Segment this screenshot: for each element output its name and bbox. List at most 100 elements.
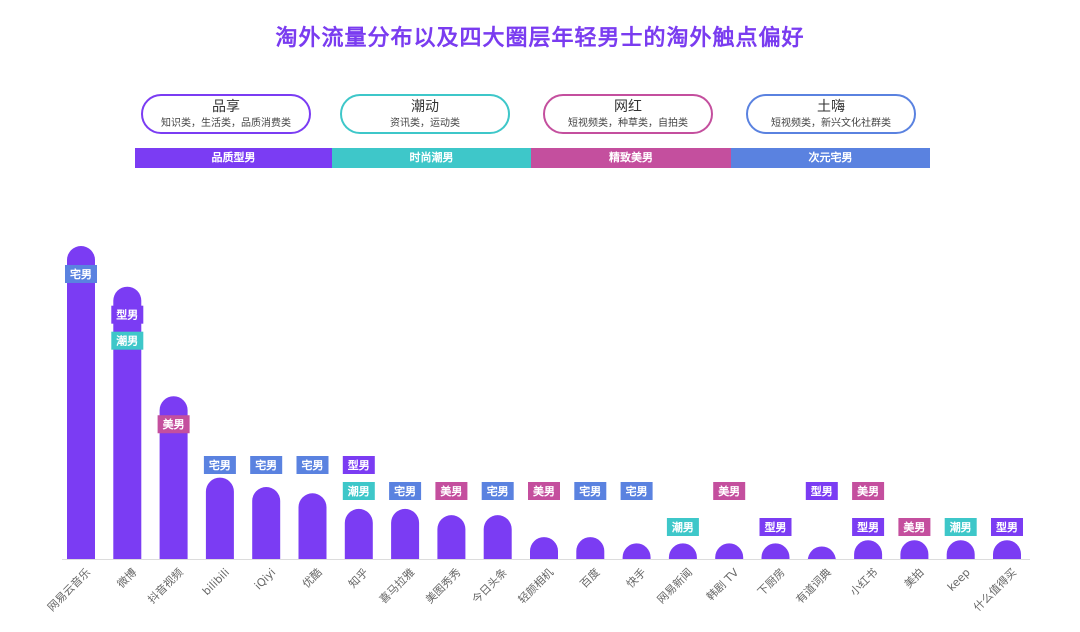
group-pill-chaodong: 潮动 资讯类，运动类 bbox=[340, 94, 510, 134]
bar bbox=[761, 543, 790, 559]
x-tick-label: keep bbox=[945, 566, 973, 594]
bar-tag-label: 美男 bbox=[718, 484, 740, 498]
bar-tag: 宅男 bbox=[481, 482, 514, 500]
x-tick-label: 微博 bbox=[114, 565, 139, 590]
bar-tag: 型男 bbox=[852, 518, 885, 536]
bar bbox=[854, 540, 883, 559]
bar-tag: 型男 bbox=[111, 305, 144, 324]
bar-tag-bg bbox=[991, 518, 1023, 536]
group-name: 土嗨 bbox=[817, 99, 845, 115]
group-band-pinzhi: 品质型男 bbox=[135, 148, 332, 168]
bar bbox=[530, 537, 558, 559]
group-pill-pinxiang: 品享 知识类，生活类，品质消费类 bbox=[141, 94, 311, 134]
bar-tag-bg bbox=[389, 482, 422, 500]
bar-tag-label: 型男 bbox=[348, 458, 370, 472]
bar bbox=[298, 493, 327, 559]
bar-tag-label: 型男 bbox=[116, 308, 138, 322]
bar-tag-label: 美男 bbox=[440, 484, 462, 498]
group-band-zhainan: 次元宅男 bbox=[731, 148, 930, 168]
bar-tag-bg bbox=[157, 415, 190, 434]
bar-tag-bg bbox=[574, 482, 607, 500]
bar bbox=[159, 396, 188, 559]
group-pill-wanghong: 网红 短视频类，种草类，自拍类 bbox=[543, 94, 713, 134]
bar-tag-bg bbox=[852, 518, 885, 536]
bar bbox=[807, 546, 836, 561]
bar-tag: 潮男 bbox=[666, 518, 699, 536]
bar-tag-label: 潮男 bbox=[116, 334, 138, 348]
bar bbox=[67, 246, 95, 559]
x-tick-label: 快手 bbox=[623, 565, 648, 590]
bar-tag: 宅男 bbox=[620, 482, 653, 500]
bar-tag-bg bbox=[852, 482, 885, 500]
group-name: 网红 bbox=[614, 99, 642, 115]
bar-tag-bg bbox=[481, 482, 514, 500]
x-tick-label: 网易新闻 bbox=[654, 565, 695, 606]
x-tick-label: 网易云音乐 bbox=[44, 565, 93, 614]
bar-tag-label: 型男 bbox=[765, 520, 787, 534]
bar-tag-label: 美男 bbox=[903, 520, 925, 534]
bar-tag-label: 潮男 bbox=[672, 520, 694, 534]
group-name: 品享 bbox=[212, 99, 240, 115]
group-desc: 资讯类，运动类 bbox=[390, 118, 460, 129]
x-tick-label: 喜马拉雅 bbox=[376, 565, 417, 606]
group-band-chaonan: 时尚潮男 bbox=[332, 148, 531, 168]
group-desc: 短视频类，种草类，自拍类 bbox=[568, 118, 688, 129]
x-tick-label: 优酷 bbox=[300, 566, 325, 591]
bar-tag: 型男 bbox=[759, 518, 792, 536]
x-tick-label: 下厨房 bbox=[755, 566, 788, 599]
bar-tag-bg bbox=[805, 482, 838, 500]
bar bbox=[946, 540, 975, 559]
bar-tag: 美男 bbox=[157, 415, 190, 434]
x-tick-label: 美拍 bbox=[901, 565, 926, 590]
bar bbox=[344, 508, 373, 559]
bar-tag: 美男 bbox=[713, 482, 746, 500]
bar-tag: 潮男 bbox=[944, 518, 977, 536]
chart-title: 淘外流量分布以及四大圈层年轻男士的淘外触点偏好 bbox=[275, 26, 805, 51]
bar-tag-label: 潮男 bbox=[950, 520, 972, 534]
x-tick-label: 韩剧 TV bbox=[703, 565, 741, 603]
bar-tag-bg bbox=[435, 482, 468, 500]
group-band-meinan: 精致美男 bbox=[531, 148, 731, 168]
x-tick-label: iQiyi bbox=[252, 566, 278, 592]
bar-tag: 型男 bbox=[805, 482, 838, 500]
x-tick-label: 今日头条 bbox=[469, 565, 510, 606]
bar-tag-bg bbox=[620, 482, 653, 500]
group-name: 潮动 bbox=[411, 99, 439, 115]
bar bbox=[993, 540, 1021, 559]
bar-tag: 宅男 bbox=[389, 482, 422, 500]
bar-tag-bg bbox=[250, 456, 283, 474]
bar-tag-bg bbox=[759, 518, 792, 536]
bar-tag-bg bbox=[342, 482, 375, 500]
bar-tag-bg bbox=[296, 456, 329, 474]
bar-tag: 美男 bbox=[898, 518, 931, 536]
x-tick-label: 什么值得买 bbox=[971, 566, 1019, 614]
bar-tag-label: 宅男 bbox=[394, 484, 416, 498]
bar-tag-label: 潮男 bbox=[348, 484, 370, 498]
bar-tag-bg bbox=[111, 305, 144, 324]
bar-tag: 型男 bbox=[342, 456, 375, 474]
bar-tag-label: 型男 bbox=[996, 520, 1018, 534]
bar-tag: 宅男 bbox=[296, 456, 329, 474]
bar-tag: 潮男 bbox=[342, 482, 375, 500]
bar-tag-bg bbox=[342, 456, 375, 474]
bar bbox=[483, 515, 512, 559]
bar-tag-bg bbox=[944, 518, 977, 536]
bar bbox=[715, 543, 744, 559]
x-tick-label: 轻颜相机 bbox=[515, 565, 556, 606]
bar bbox=[576, 537, 605, 559]
bar-tag-bg bbox=[528, 482, 560, 500]
x-tick-label: 百度 bbox=[577, 565, 602, 590]
group-desc: 知识类，生活类，品质消费类 bbox=[161, 118, 291, 129]
bar-tag: 宅男 bbox=[250, 456, 283, 474]
bar-tag: 宅男 bbox=[574, 482, 607, 500]
bar-tag-label: 宅男 bbox=[70, 267, 92, 281]
bar bbox=[113, 286, 142, 559]
group-pill-tuhai: 土嗨 短视频类，新兴文化社群类 bbox=[746, 94, 916, 134]
bar bbox=[668, 543, 697, 559]
bar-tag-label: 宅男 bbox=[579, 484, 601, 498]
bar-tag: 潮男 bbox=[111, 331, 144, 350]
x-tick-label: 抖音视频 bbox=[145, 565, 186, 606]
bar-tag-bg bbox=[111, 331, 144, 350]
bar bbox=[205, 477, 234, 559]
bar bbox=[622, 543, 651, 559]
